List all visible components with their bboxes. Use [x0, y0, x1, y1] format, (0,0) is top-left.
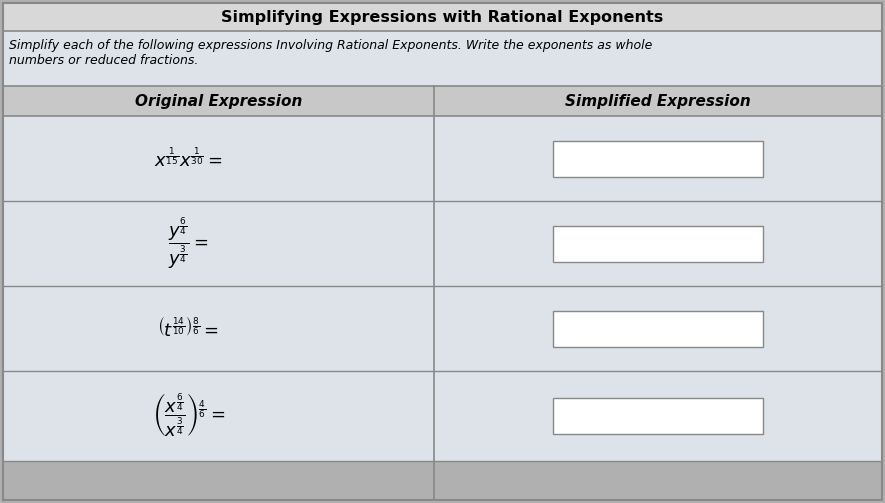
Bar	[434, 86, 882, 116]
Bar	[553, 398, 763, 434]
Bar	[553, 225, 763, 262]
Bar	[3, 31, 882, 86]
Text: Simplifying Expressions with Rational Exponents: Simplifying Expressions with Rational Ex…	[221, 10, 664, 25]
Bar	[553, 140, 763, 177]
Bar	[3, 371, 434, 461]
Text: $\left(t^{\frac{14}{10}}\right)^{\frac{8}{6}}=$: $\left(t^{\frac{14}{10}}\right)^{\frac{8…	[158, 316, 219, 341]
Bar	[434, 201, 882, 286]
Bar	[434, 286, 882, 371]
Text: $x^{\frac{1}{15}}x^{\frac{1}{30}}=$: $x^{\frac{1}{15}}x^{\frac{1}{30}}=$	[154, 146, 223, 171]
Bar	[3, 201, 434, 286]
Bar	[434, 371, 882, 461]
Text: $\dfrac{y^{\frac{6}{4}}}{y^{\frac{3}{4}}}=$: $\dfrac{y^{\frac{6}{4}}}{y^{\frac{3}{4}}…	[168, 215, 209, 272]
Bar	[3, 286, 434, 371]
Bar	[3, 3, 882, 31]
Text: Original Expression: Original Expression	[135, 94, 302, 109]
Text: Simplified Expression: Simplified Expression	[565, 94, 750, 109]
Bar	[434, 116, 882, 201]
Bar	[3, 116, 434, 201]
Bar	[553, 310, 763, 347]
Text: $\left(\dfrac{x^{\frac{6}{4}}}{x^{\frac{3}{4}}}\right)^{\frac{4}{6}}=$: $\left(\dfrac{x^{\frac{6}{4}}}{x^{\frac{…	[151, 392, 225, 440]
Text: Simplify each of the following expressions Involving Rational Exponents. Write t: Simplify each of the following expressio…	[9, 39, 652, 67]
Bar	[3, 86, 434, 116]
